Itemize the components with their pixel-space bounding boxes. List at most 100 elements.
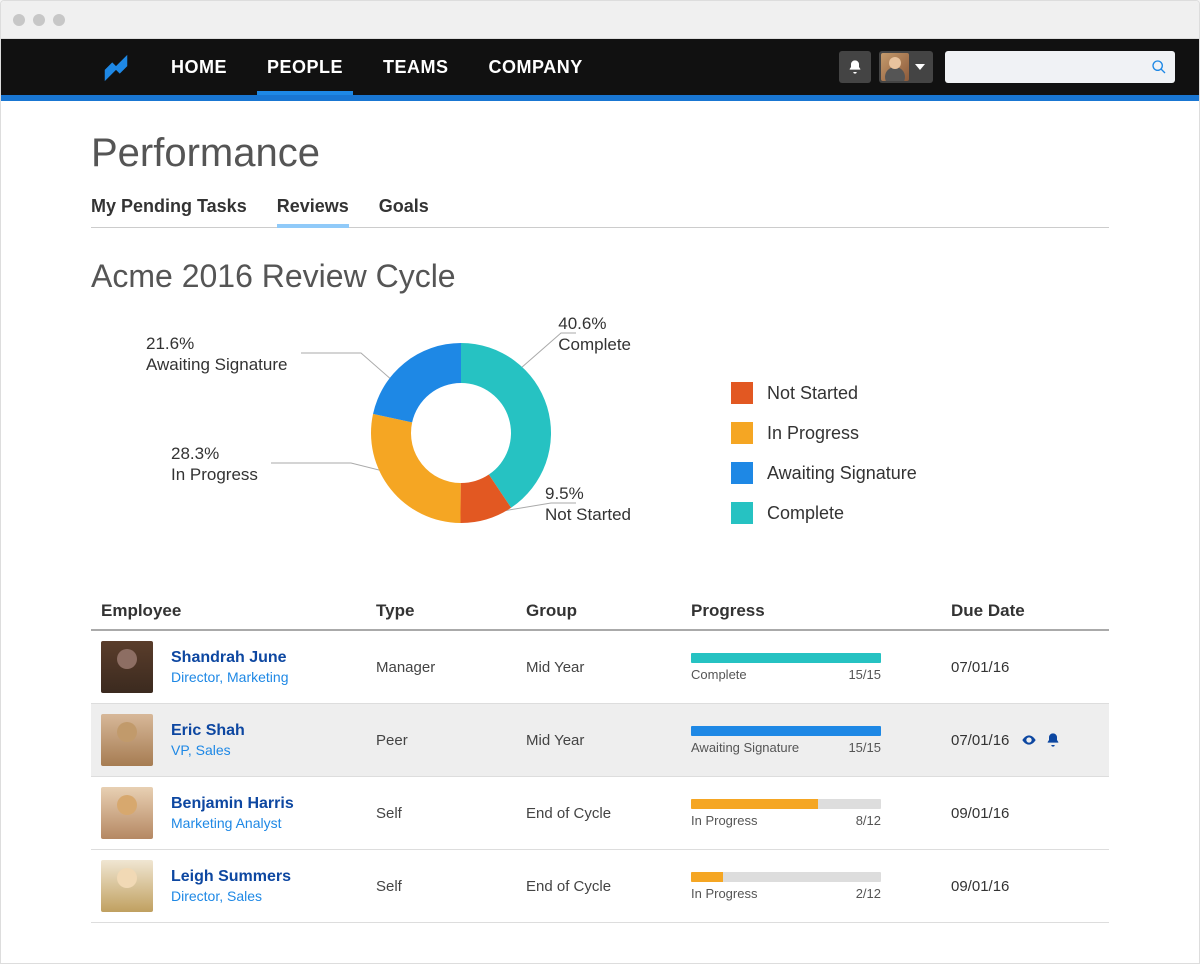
legend-item-in-progress: In Progress: [731, 422, 917, 444]
avatar: [101, 787, 153, 839]
bell-icon[interactable]: [1045, 732, 1061, 748]
avatar: [101, 714, 153, 766]
browser-frame: HOMEPEOPLETEAMSCOMPANY Performance My Pe…: [0, 0, 1200, 964]
nav-right: [839, 51, 1175, 83]
tabs: My Pending Tasks Reviews Goals: [91, 190, 1109, 228]
avatar: [881, 53, 909, 81]
navbar: HOMEPEOPLETEAMSCOMPANY: [1, 39, 1199, 95]
column-header-employee: Employee: [101, 601, 376, 621]
nav-link-teams[interactable]: TEAMS: [363, 40, 469, 95]
progress-cell: In Progress8/12: [691, 799, 951, 828]
progress-fill: [691, 653, 881, 663]
employee-name-link[interactable]: Benjamin Harris: [171, 795, 294, 813]
notifications-button[interactable]: [839, 51, 871, 83]
chart-label-complete: 40.6% Complete: [558, 313, 631, 356]
employee-role: Director, Marketing: [171, 669, 288, 685]
legend-swatch: [731, 422, 753, 444]
search-input[interactable]: [953, 59, 1151, 75]
table-row[interactable]: Leigh SummersDirector, SalesSelfEnd of C…: [91, 850, 1109, 923]
progress-meta: In Progress8/12: [691, 813, 881, 828]
group-cell: Mid Year: [526, 732, 691, 749]
nav-link-company[interactable]: COMPANY: [469, 40, 603, 95]
progress-count: 15/15: [848, 740, 881, 755]
table-row[interactable]: Shandrah June Director, Marketing ManagerM…: [91, 631, 1109, 704]
column-header-due-date: Due Date: [951, 601, 1099, 621]
table-row[interactable]: Benjamin HarrisMarketing AnalystSelfEnd …: [91, 777, 1109, 850]
progress-meta: Awaiting Signature15/15: [691, 740, 881, 755]
type-cell: Self: [376, 805, 526, 822]
type-cell: Self: [376, 878, 526, 895]
progress-count: 8/12: [856, 813, 881, 828]
chart-label-notstarted: 9.5% Not Started: [545, 483, 631, 526]
table-row[interactable]: Eric ShahVP, SalesPeerMid YearAwaiting S…: [91, 704, 1109, 777]
progress-label: Complete: [691, 667, 747, 682]
group-cell: End of Cycle: [526, 878, 691, 895]
legend-swatch: [731, 462, 753, 484]
row-actions: [1021, 732, 1061, 748]
progress-label: In Progress: [691, 886, 757, 901]
progress-bar: [691, 653, 881, 663]
donut-slice-in-progress: [371, 414, 461, 523]
chrome-dot: [13, 14, 25, 26]
progress-count: 2/12: [856, 886, 881, 901]
type-cell: Manager: [376, 659, 526, 676]
legend-swatch: [731, 502, 753, 524]
reviews-table: EmployeeTypeGroupProgressDue Date Shandr…: [91, 593, 1109, 923]
legend-item-awaiting-signature: Awaiting Signature: [731, 462, 917, 484]
progress-fill: [691, 726, 881, 736]
progress-meta: In Progress 2/12: [691, 886, 881, 901]
avatar: [101, 860, 153, 912]
nav-link-home[interactable]: HOME: [151, 40, 247, 95]
group-cell: Mid Year: [526, 659, 691, 676]
tab-goals[interactable]: Goals: [379, 190, 429, 227]
legend-item-complete: Complete: [731, 502, 917, 524]
progress-bar: [691, 872, 881, 882]
table-header: EmployeeTypeGroupProgressDue Date: [91, 593, 1109, 631]
donut-slice-awaiting-signature: [373, 343, 461, 422]
legend-label: In Progress: [767, 423, 859, 444]
employee-cell: Leigh SummersDirector, Sales: [101, 860, 376, 912]
progress-fill: [691, 799, 818, 809]
chart-label-awaiting: 21.6% Awaiting Signature: [146, 333, 287, 376]
employee-name-link[interactable]: Shandrah June: [171, 649, 288, 667]
employee-name-link[interactable]: Leigh Summers: [171, 868, 291, 886]
avatar: [101, 641, 153, 693]
eye-icon[interactable]: [1021, 732, 1037, 748]
page-title: Performance: [91, 131, 1109, 176]
chevron-down-icon: [915, 64, 925, 70]
employee-role: Marketing Analyst: [171, 815, 294, 831]
search-box[interactable]: [945, 51, 1175, 83]
legend-label: Not Started: [767, 383, 858, 404]
logo-icon[interactable]: [101, 53, 131, 88]
cycle-title: Acme 2016 Review Cycle: [91, 258, 1109, 295]
legend-label: Complete: [767, 503, 844, 524]
user-menu[interactable]: [879, 51, 933, 83]
tab-my-pending-tasks[interactable]: My Pending Tasks: [91, 190, 247, 227]
due-date-cell: 07/01/16: [951, 659, 1099, 676]
progress-bar: [691, 726, 881, 736]
employee-cell: Eric ShahVP, Sales: [101, 714, 376, 766]
tab-reviews[interactable]: Reviews: [277, 190, 349, 227]
employee-name-link[interactable]: Eric Shah: [171, 722, 245, 740]
nav-link-people[interactable]: PEOPLE: [247, 40, 363, 95]
due-date-cell: 07/01/16: [951, 732, 1099, 749]
progress-cell: Awaiting Signature15/15: [691, 726, 951, 755]
chrome-dot: [33, 14, 45, 26]
chart-label-inprogress: 28.3% In Progress: [171, 443, 258, 486]
chart-area: 40.6% Complete 21.6% Awaiting Signature …: [91, 313, 651, 563]
progress-cell: In Progress 2/12: [691, 872, 951, 901]
chart-legend: Not Started In Progress Awaiting Signature…: [731, 382, 917, 524]
due-date: 07/01/16: [951, 732, 1009, 749]
nav-links: HOMEPEOPLETEAMSCOMPANY: [151, 40, 603, 95]
bell-icon: [847, 59, 863, 75]
chrome-dot: [53, 14, 65, 26]
employee-cell: Benjamin Harris Marketing Analyst: [101, 787, 376, 839]
due-date: 07/01/16: [951, 659, 1009, 676]
employee-cell: Shandrah June Director, Marketing: [101, 641, 376, 693]
progress-meta: Complete15/15: [691, 667, 881, 682]
due-date: 09/01/16: [951, 878, 1009, 895]
type-cell: Peer: [376, 732, 526, 749]
due-date: 09/01/16: [951, 805, 1009, 822]
legend-item-not-started: Not Started: [731, 382, 917, 404]
content: Performance My Pending Tasks Reviews Goals…: [1, 101, 1199, 963]
